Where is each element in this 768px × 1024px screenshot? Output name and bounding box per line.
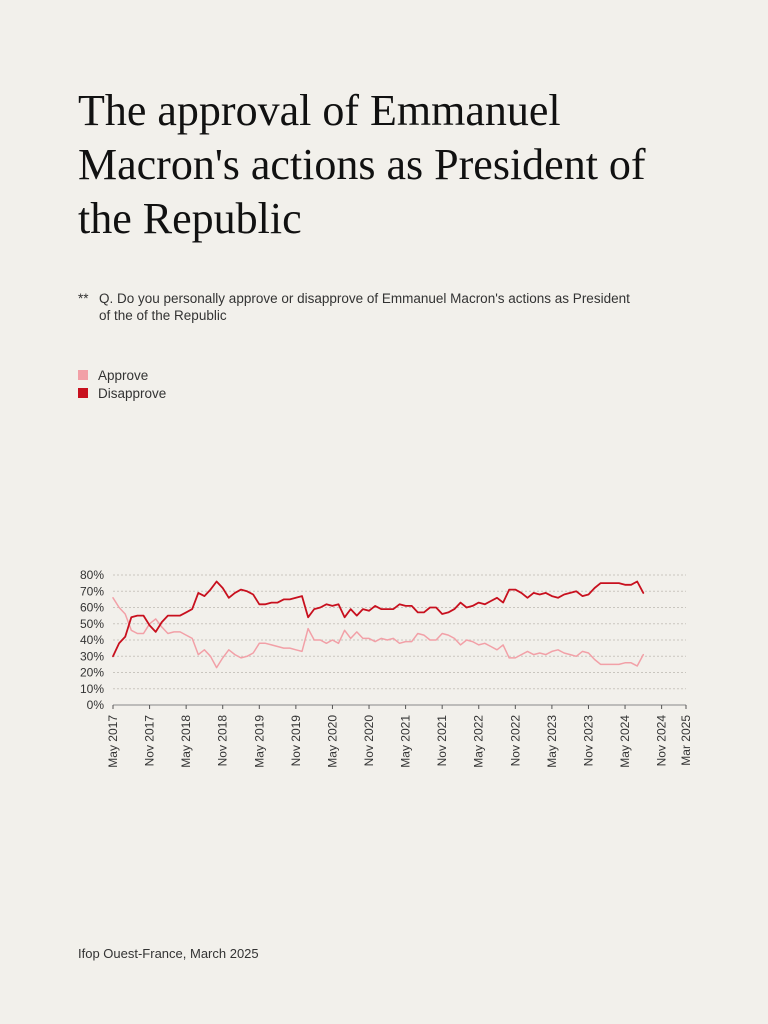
- y-tick-label: 10%: [80, 682, 104, 696]
- y-tick-label: 50%: [80, 617, 104, 631]
- x-tick-label: Nov 2021: [435, 715, 449, 767]
- y-tick-label: 20%: [80, 666, 104, 680]
- series-line-approve: [112, 597, 645, 669]
- chart-legend: Approve Disapprove: [78, 366, 166, 402]
- x-tick-label: May 2021: [399, 715, 413, 768]
- legend-item-disapprove: Disapprove: [78, 384, 166, 402]
- x-tick-label: Mar 2025: [679, 715, 693, 766]
- x-tick-label: Nov 2023: [581, 715, 595, 767]
- source-note: Ifop Ouest-France, March 2025: [78, 946, 259, 961]
- y-tick-label: 80%: [80, 568, 104, 582]
- note-marker: **: [78, 291, 89, 306]
- x-tick-label: May 2022: [472, 715, 486, 768]
- legend-swatch-approve: [78, 370, 88, 380]
- chart-title: The approval of Emmanuel Macron's action…: [78, 86, 646, 243]
- x-tick-label: Nov 2017: [143, 715, 157, 767]
- y-tick-label: 0%: [87, 698, 105, 712]
- x-tick-label: May 2024: [618, 715, 632, 768]
- x-tick-label: Nov 2019: [289, 715, 303, 767]
- legend-swatch-disapprove: [78, 388, 88, 398]
- y-tick-label: 30%: [80, 649, 104, 663]
- x-tick-label: May 2023: [545, 715, 559, 768]
- note-text: Q. Do you personally approve or disappro…: [99, 291, 630, 323]
- question-note: ** Q. Do you personally approve or disap…: [78, 290, 638, 324]
- x-tick-label: Nov 2018: [216, 715, 230, 767]
- legend-item-approve: Approve: [78, 366, 166, 384]
- x-tick-label: May 2017: [106, 715, 120, 768]
- x-tick-label: Nov 2020: [362, 715, 376, 767]
- line-chart: 0% 10% 20% 30% 40% 50% 60% 70% 80% May 2017 Nov 20…: [80, 568, 693, 768]
- legend-label-disapprove: Disapprove: [98, 385, 167, 401]
- x-tick-label: May 2020: [325, 715, 339, 768]
- x-tick-label: May 2019: [252, 715, 266, 768]
- legend-label-approve: Approve: [98, 367, 149, 383]
- x-tick-label: May 2018: [179, 715, 193, 768]
- x-tick-label: Nov 2024: [655, 715, 669, 767]
- y-tick-label: 60%: [80, 601, 104, 615]
- x-tick-label: Nov 2022: [508, 715, 522, 767]
- y-tick-label: 70%: [80, 584, 104, 598]
- y-tick-label: 40%: [80, 633, 104, 647]
- series-line-disapprove: [112, 580, 645, 658]
